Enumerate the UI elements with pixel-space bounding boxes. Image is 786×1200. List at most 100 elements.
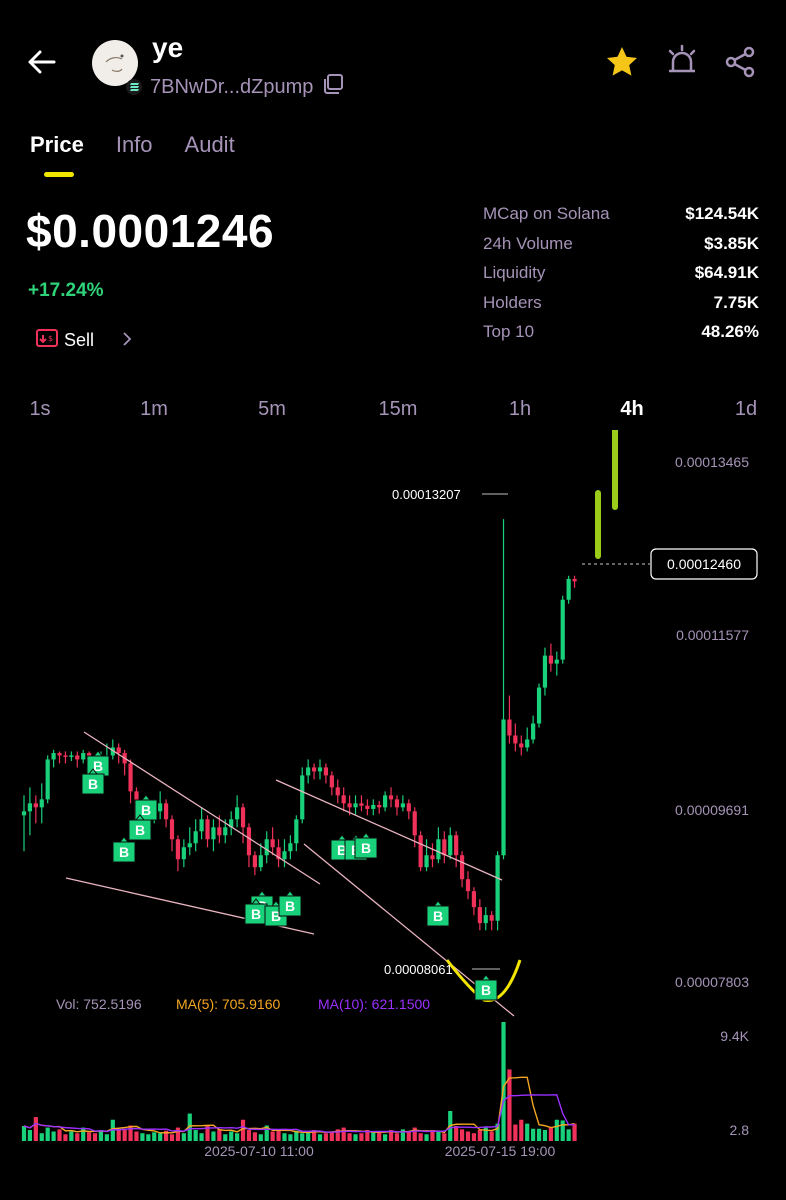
- price-chart[interactable]: 0.00013207 0.00008061 0.00012460 0.00013…: [0, 430, 786, 1200]
- stat-liquidity: Liquidity $64.91K: [483, 263, 759, 293]
- candle: [436, 839, 441, 860]
- buy-marker-badge: [278, 890, 302, 917]
- candle: [353, 803, 358, 808]
- buy-marker-label: B: [135, 822, 145, 838]
- candle: [501, 719, 506, 856]
- tab-bar: Price Info Audit: [30, 132, 235, 158]
- volume-bar: [217, 1129, 222, 1141]
- interval-15m[interactable]: 15m: [378, 398, 418, 420]
- candle: [300, 775, 305, 820]
- stat-label: Top 10: [483, 322, 535, 341]
- volume-bar: [566, 1129, 571, 1141]
- volume-bar: [525, 1123, 530, 1141]
- volume-bar: [454, 1125, 459, 1141]
- volume-bar: [489, 1131, 494, 1141]
- token-address-row: 7BNwDr...dZpump: [126, 72, 345, 102]
- buy-marker-label: B: [141, 802, 151, 818]
- sell-icon: $: [36, 328, 58, 353]
- stat-volume: 24h Volume $3.85K: [483, 234, 759, 264]
- candle: [276, 847, 281, 860]
- current-price-tag: [650, 548, 758, 580]
- volume-bar: [258, 1134, 263, 1141]
- candle: [199, 819, 204, 832]
- volume-bar: [554, 1119, 559, 1141]
- volume-bar: [63, 1134, 68, 1141]
- token-stats: MCap on Solana $124.54K 24h Volume $3.85K …: [483, 204, 759, 352]
- volume-bar: [51, 1131, 56, 1141]
- tab-info[interactable]: Info: [115, 132, 153, 157]
- volume-bar: [501, 1022, 506, 1141]
- x-tick: 2025-07-10 11:00: [204, 1143, 314, 1159]
- candle: [471, 891, 477, 908]
- volume-bar: [98, 1130, 104, 1141]
- copy-icon[interactable]: [321, 72, 345, 102]
- interval-1s[interactable]: 1s: [29, 398, 51, 420]
- volume-tick: 2.8: [730, 1122, 750, 1138]
- volume-bar: [442, 1133, 447, 1141]
- volume-bar: [235, 1133, 240, 1141]
- volume-bar: [264, 1125, 269, 1141]
- candle: [519, 743, 524, 748]
- volume-bar: [158, 1133, 163, 1141]
- volume-bar: [27, 1130, 33, 1141]
- candle: [246, 827, 252, 856]
- candle: [264, 839, 269, 856]
- buy-marker-label: B: [481, 982, 491, 998]
- volume-bar: [175, 1127, 181, 1141]
- volume-bar: [365, 1130, 370, 1141]
- candle: [459, 855, 465, 880]
- volume-bar: [507, 1069, 512, 1141]
- sell-button[interactable]: $ Sell: [36, 328, 132, 353]
- tab-price[interactable]: Price: [30, 132, 84, 157]
- volume-bar: [146, 1134, 151, 1141]
- volume-bar: [317, 1134, 323, 1141]
- candle: [329, 775, 334, 788]
- star-icon[interactable]: [604, 44, 640, 85]
- y-tick: 0.00007803: [675, 974, 749, 990]
- candle: [513, 735, 518, 744]
- volume-bar: [92, 1133, 98, 1141]
- interval-1m[interactable]: 1m: [140, 398, 168, 420]
- candle: [240, 807, 246, 828]
- buy-marker-badge: [128, 814, 152, 841]
- candle: [442, 839, 447, 856]
- buy-marker-label: B: [251, 906, 261, 922]
- volume-bar: [75, 1133, 80, 1141]
- interval-1h[interactable]: 1h: [508, 398, 532, 420]
- volume-bar: [353, 1134, 358, 1141]
- volume-bar: [33, 1117, 38, 1141]
- volume-bar: [288, 1134, 293, 1141]
- volume-bar: [459, 1129, 465, 1141]
- volume-bar: [371, 1131, 376, 1141]
- candle: [406, 803, 411, 812]
- x-tick: 2025-07-15 19:00: [445, 1143, 556, 1159]
- chart-labels: 0.00013207 0.00008061 0.00012460 0.00013…: [56, 454, 758, 1159]
- interval-1d[interactable]: 1d: [734, 398, 758, 420]
- candle: [27, 803, 33, 812]
- candle: [288, 843, 293, 852]
- interval-4h[interactable]: 4h: [620, 398, 644, 420]
- candle: [163, 803, 169, 820]
- high-price-label: 0.00013207: [392, 487, 461, 502]
- buy-marker-label: B: [88, 776, 98, 792]
- volume-tick: 9.4K: [720, 1028, 749, 1044]
- volume-bar: [252, 1132, 257, 1141]
- share-icon[interactable]: [722, 44, 758, 85]
- y-tick: 0.00009691: [675, 802, 749, 818]
- buy-marker-label: B: [119, 844, 129, 860]
- volume-bar: [335, 1129, 340, 1141]
- candle: [377, 804, 382, 808]
- candle: [205, 819, 210, 840]
- volume-bar: [383, 1134, 388, 1141]
- volume-bar: [134, 1131, 139, 1141]
- y-tick: 0.00011577: [676, 627, 749, 643]
- alarm-icon[interactable]: [664, 42, 700, 83]
- buy-marker: B: [354, 832, 378, 859]
- buy-marker-badge: [354, 832, 378, 859]
- price-change: +17.24%: [28, 280, 104, 301]
- volume-bar: [418, 1133, 423, 1141]
- back-arrow-icon[interactable]: [24, 44, 60, 80]
- candle: [317, 767, 323, 772]
- tab-audit[interactable]: Audit: [184, 132, 235, 157]
- interval-5m[interactable]: 5m: [258, 398, 286, 420]
